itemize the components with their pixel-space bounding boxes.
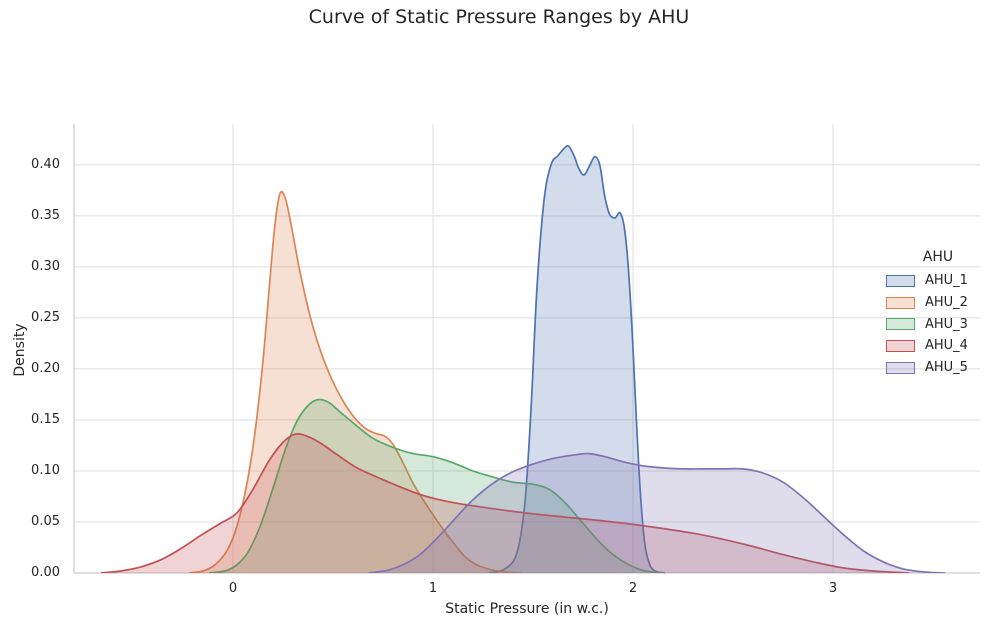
- density-area-AHU_3: [209, 399, 663, 573]
- legend-title: AHU: [922, 249, 954, 265]
- density-area-AHU_4: [101, 433, 909, 573]
- legend-item-AHU_1: AHU_1: [886, 270, 990, 292]
- legend-swatch-icon: [886, 361, 915, 374]
- legend-item-AHU_5: AHU_5: [886, 357, 990, 379]
- x-tick-label-2: 2: [628, 581, 638, 596]
- legend-item-AHU_3: AHU_3: [886, 313, 990, 335]
- legend-swatch-icon: [886, 274, 915, 287]
- density-curves: [100, 144, 946, 573]
- density-line-AHU_4: [100, 433, 910, 573]
- density-line-AHU_3: [208, 398, 664, 573]
- density-area-AHU_5: [369, 453, 945, 573]
- x-tick-label-3: 3: [828, 581, 838, 596]
- x-tick-label-1: 1: [428, 581, 438, 596]
- y-tick-label-0.00: 0.00: [31, 565, 60, 580]
- density-area-AHU_1: [489, 145, 665, 573]
- legend-label: AHU_2: [925, 295, 968, 311]
- y-tick-label-0.40: 0.40: [31, 156, 60, 172]
- y-tick-label-0.35: 0.35: [31, 207, 60, 223]
- y-tick-label-0.05: 0.05: [31, 513, 60, 529]
- legend: AHU AHU_1 AHU_2 AHU_3 AHU_4 AHU_5: [886, 249, 990, 378]
- y-tick-label-0.30: 0.30: [31, 258, 60, 274]
- legend-label: AHU_3: [925, 316, 968, 332]
- y-tick-label-0.25: 0.25: [31, 309, 60, 325]
- density-area-AHU_2: [189, 191, 521, 573]
- legend-swatch-icon: [886, 318, 915, 331]
- legend-item-AHU_4: AHU_4: [886, 335, 990, 357]
- density-line-AHU_1: [488, 144, 666, 573]
- legend-label: AHU_5: [925, 360, 968, 376]
- axis-spines: [73, 124, 980, 574]
- legend-label: AHU_4: [925, 338, 968, 354]
- y-tick-label-0.15: 0.15: [31, 411, 60, 427]
- y-tick-label-0.10: 0.10: [31, 462, 60, 478]
- density-line-AHU_5: [368, 452, 946, 573]
- gridlines: [74, 124, 980, 574]
- legend-swatch-icon: [886, 296, 915, 309]
- x-tick-label-0: 0: [228, 581, 238, 596]
- y-tick-label-0.20: 0.20: [31, 360, 60, 376]
- density-line-AHU_2: [188, 190, 522, 573]
- chart-title: Curve of Static Pressure Ranges by AHU: [308, 6, 690, 28]
- legend-swatch-icon: [886, 339, 915, 352]
- x-axis-label: Static Pressure (in w.c.): [445, 601, 609, 617]
- legend-label: AHU_1: [925, 273, 968, 289]
- legend-items: AHU_1 AHU_2 AHU_3 AHU_4 AHU_5: [886, 270, 990, 378]
- legend-item-AHU_2: AHU_2: [886, 292, 990, 314]
